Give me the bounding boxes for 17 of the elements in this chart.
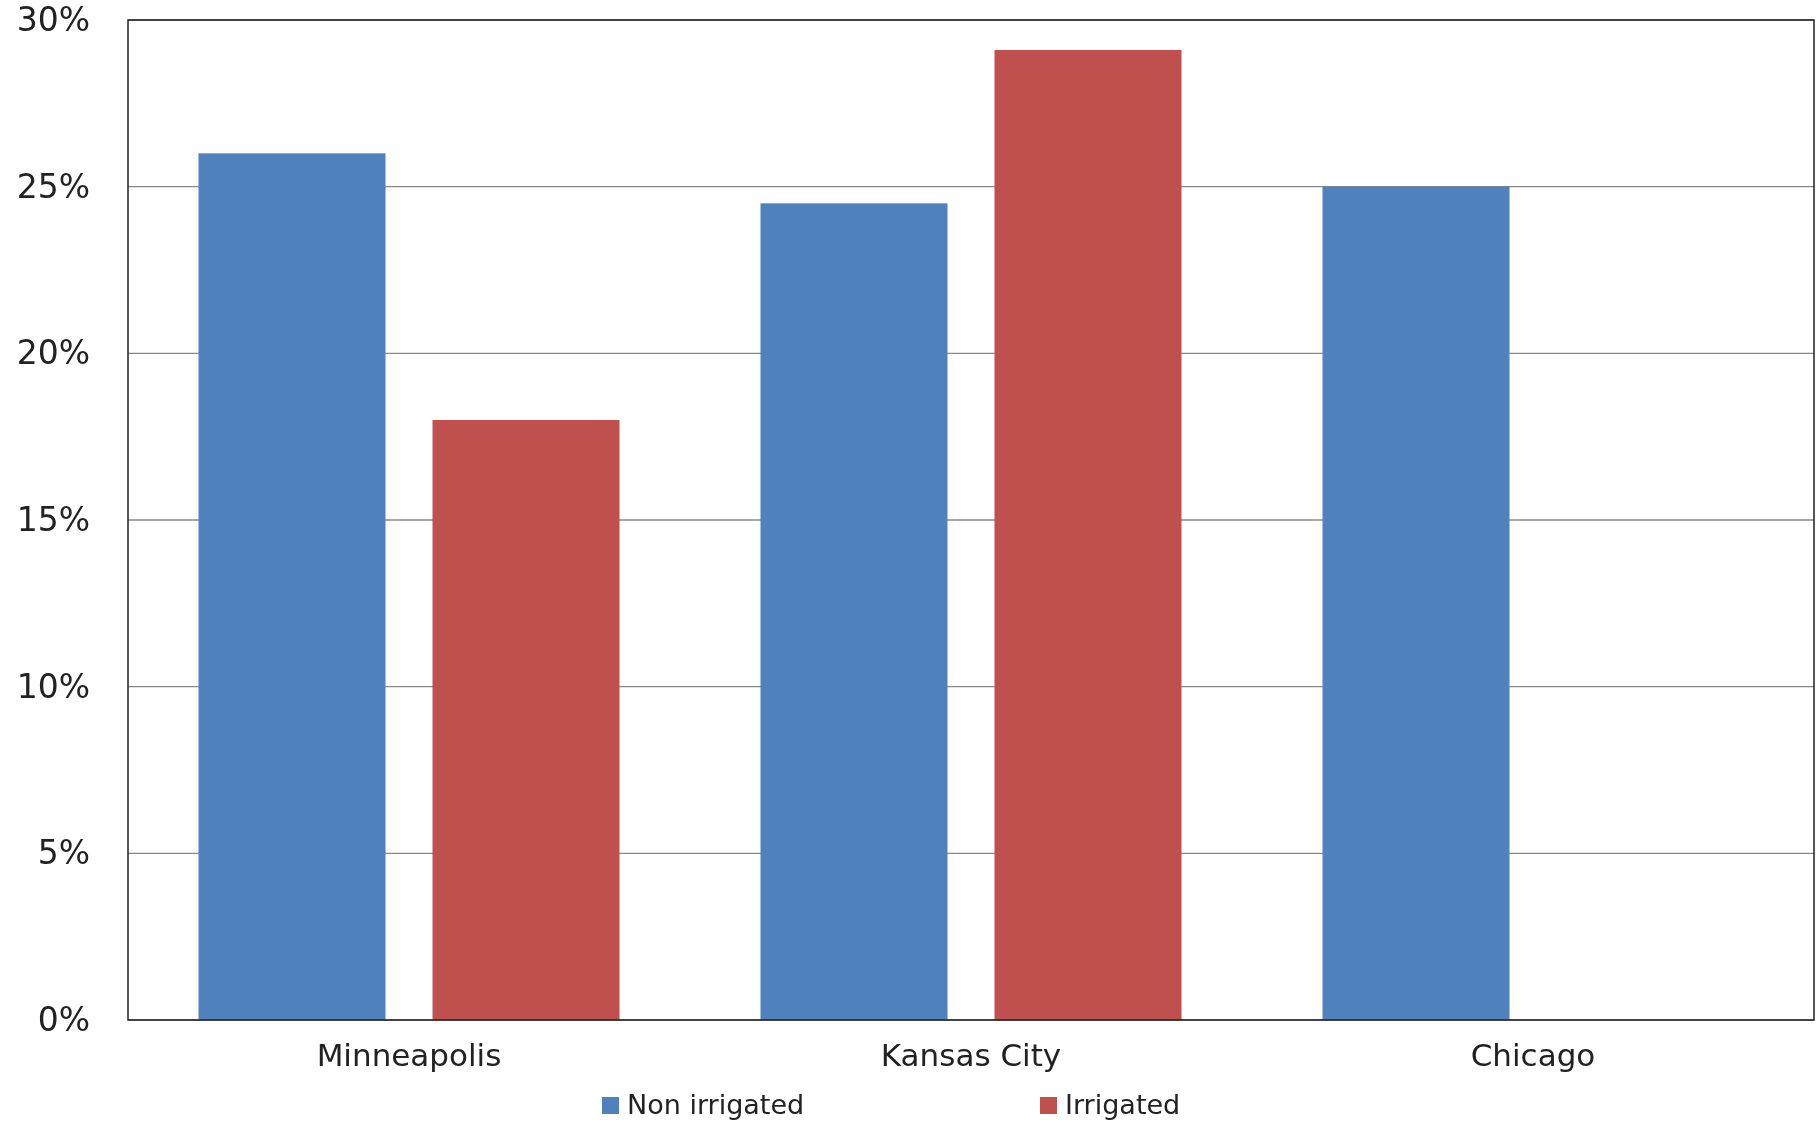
legend-label: Non irrigated — [627, 1088, 805, 1120]
y-tick-label: 15% — [16, 500, 90, 540]
y-tick-label: 20% — [16, 333, 90, 373]
x-tick-label: Minneapolis — [316, 1037, 502, 1074]
bar — [198, 153, 386, 1020]
y-tick-label: 25% — [16, 166, 90, 206]
bar — [760, 203, 948, 1020]
x-tick-label: Kansas City — [880, 1037, 1062, 1074]
y-tick-label: 10% — [16, 666, 90, 706]
y-tick-label: 5% — [37, 833, 90, 873]
bar — [994, 50, 1182, 1020]
x-tick-label: Chicago — [1470, 1037, 1596, 1074]
legend-label: Irrigated — [1065, 1088, 1181, 1120]
bar — [1322, 186, 1510, 1020]
y-tick-label: 0% — [37, 1000, 90, 1040]
bar — [432, 420, 620, 1020]
y-tick-label: 30% — [16, 0, 90, 40]
